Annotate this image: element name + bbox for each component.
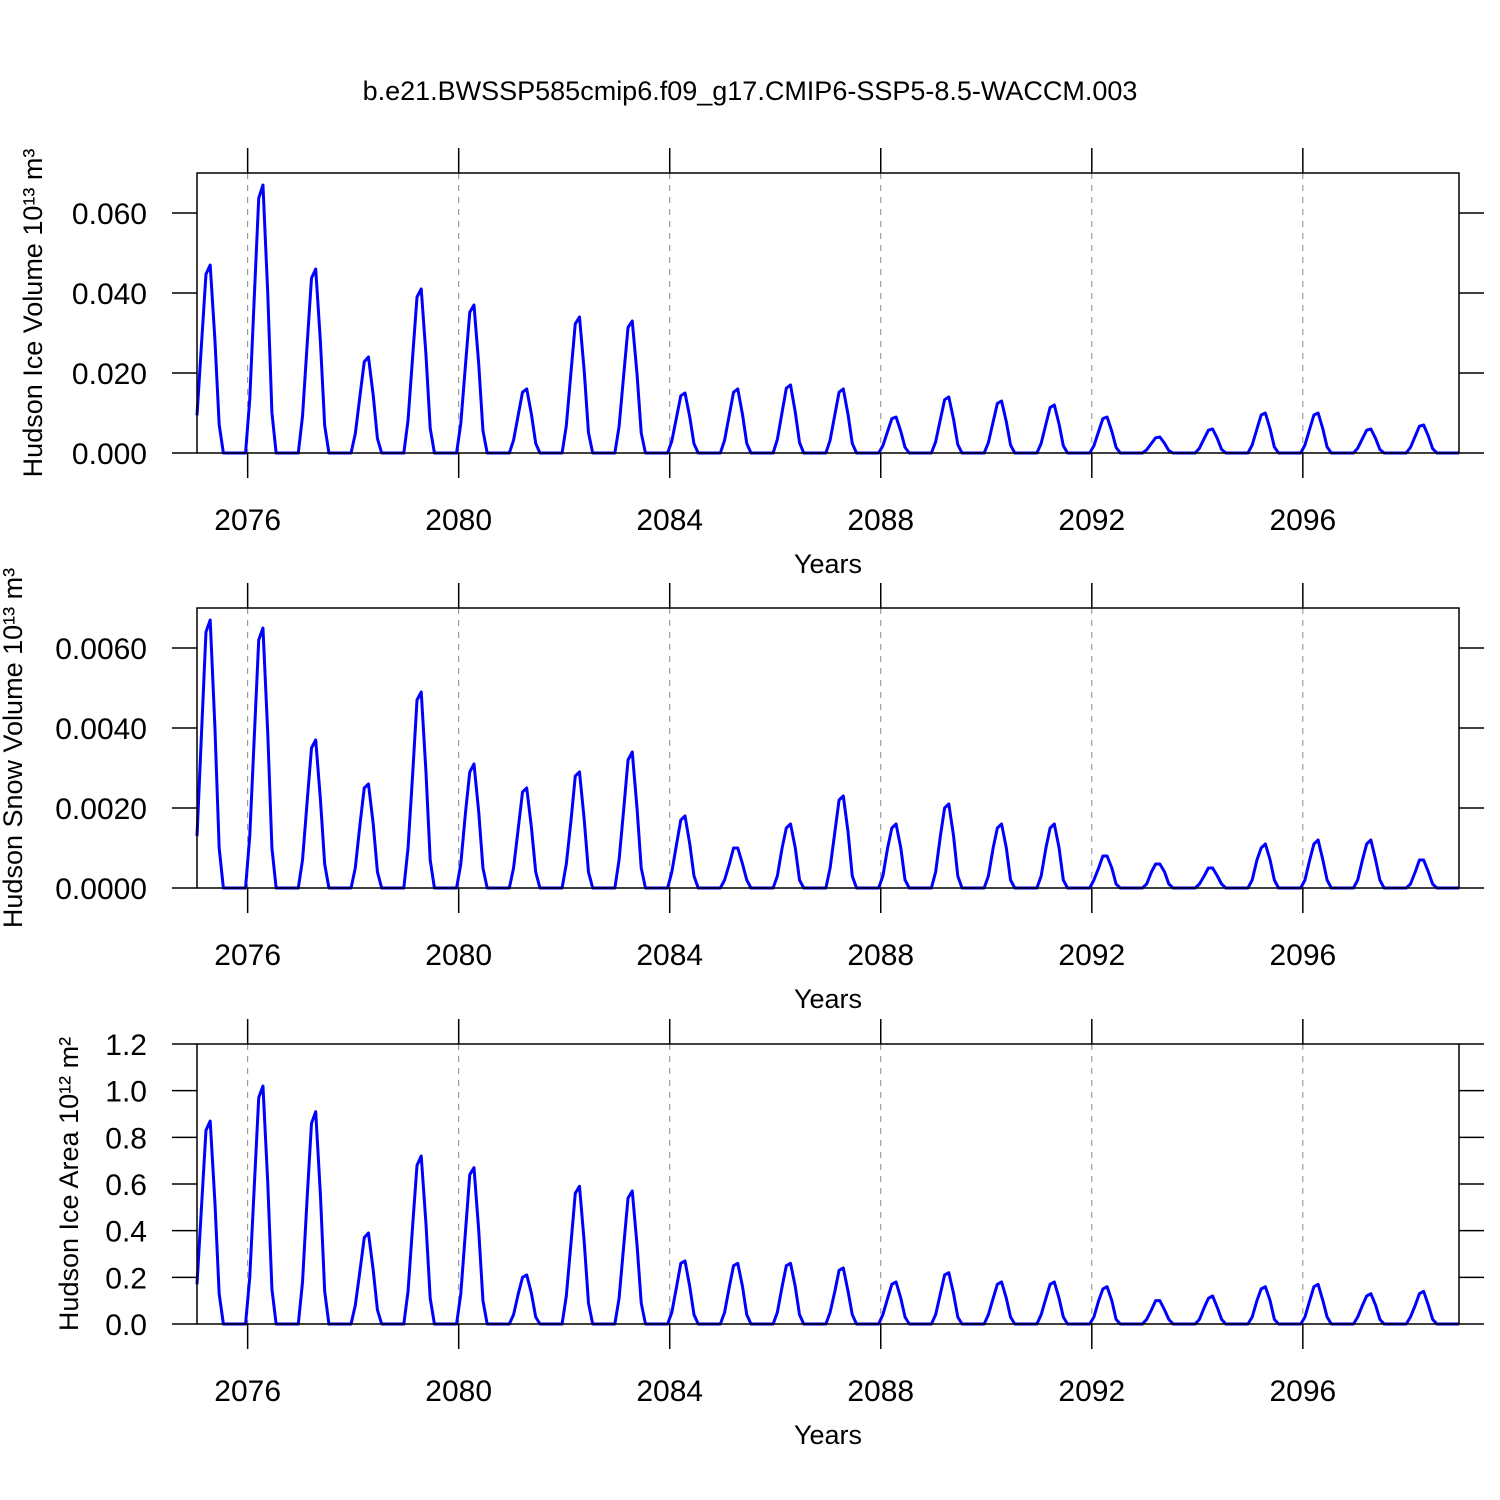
data-line [195, 1084, 1459, 1326]
x-tick-label: 2092 [1058, 504, 1125, 537]
y-tick-label: 0.060 [72, 198, 147, 231]
x-tick-label: 2096 [1269, 939, 1336, 972]
x-axis-label: Years [794, 984, 862, 1014]
y-tick-label: 0.0020 [55, 793, 147, 826]
x-tick-label: 2080 [425, 504, 492, 537]
y-axis-label: Hudson Ice Area 10¹² m² [54, 1037, 84, 1331]
y-tick-label: 0.4 [105, 1216, 147, 1249]
y-tick-label: 0.0040 [55, 713, 147, 746]
y-tick-label: 0.0000 [55, 873, 147, 906]
x-tick-label: 2096 [1269, 504, 1336, 537]
y-tick-label: 0.0060 [55, 633, 147, 666]
y-tick-label: 0.040 [72, 278, 147, 311]
x-tick-label: 2088 [847, 1375, 914, 1408]
chart-title: b.e21.BWSSP585cmip6.f09_g17.CMIP6-SSP5-8… [363, 76, 1138, 106]
y-tick-label: 0.0 [105, 1309, 147, 1342]
x-tick-label: 2080 [425, 939, 492, 972]
x-axis-label: Years [794, 549, 862, 579]
x-tick-label: 2076 [214, 1375, 281, 1408]
x-tick-label: 2088 [847, 504, 914, 537]
data-line [195, 183, 1459, 455]
y-axis-label: Hudson Ice Volume 10¹³ m³ [18, 149, 48, 478]
x-tick-label: 2080 [425, 1375, 492, 1408]
data-line [195, 618, 1459, 890]
x-axis-label: Years [794, 1420, 862, 1450]
plot-frame [196, 607, 1460, 889]
x-tick-label: 2096 [1269, 1375, 1336, 1408]
x-tick-label: 2084 [636, 504, 703, 537]
y-tick-label: 1.2 [105, 1029, 147, 1062]
y-tick-label: 0.6 [105, 1169, 147, 1202]
y-tick-label: 0.8 [105, 1122, 147, 1155]
plot-frame [196, 172, 1460, 454]
x-tick-label: 2084 [636, 939, 703, 972]
plot-frame [196, 1043, 1460, 1325]
x-tick-label: 2092 [1058, 939, 1125, 972]
y-tick-label: 1.0 [105, 1076, 147, 1109]
y-axis-label: Hudson Snow Volume 10¹³ m³ [0, 568, 28, 928]
y-tick-label: 0.2 [105, 1262, 147, 1295]
x-tick-label: 2076 [214, 939, 281, 972]
x-tick-label: 2084 [636, 1375, 703, 1408]
y-tick-label: 0.020 [72, 358, 147, 391]
x-tick-label: 2076 [214, 504, 281, 537]
y-tick-label: 0.000 [72, 438, 147, 471]
x-tick-label: 2088 [847, 939, 914, 972]
x-tick-label: 2092 [1058, 1375, 1125, 1408]
